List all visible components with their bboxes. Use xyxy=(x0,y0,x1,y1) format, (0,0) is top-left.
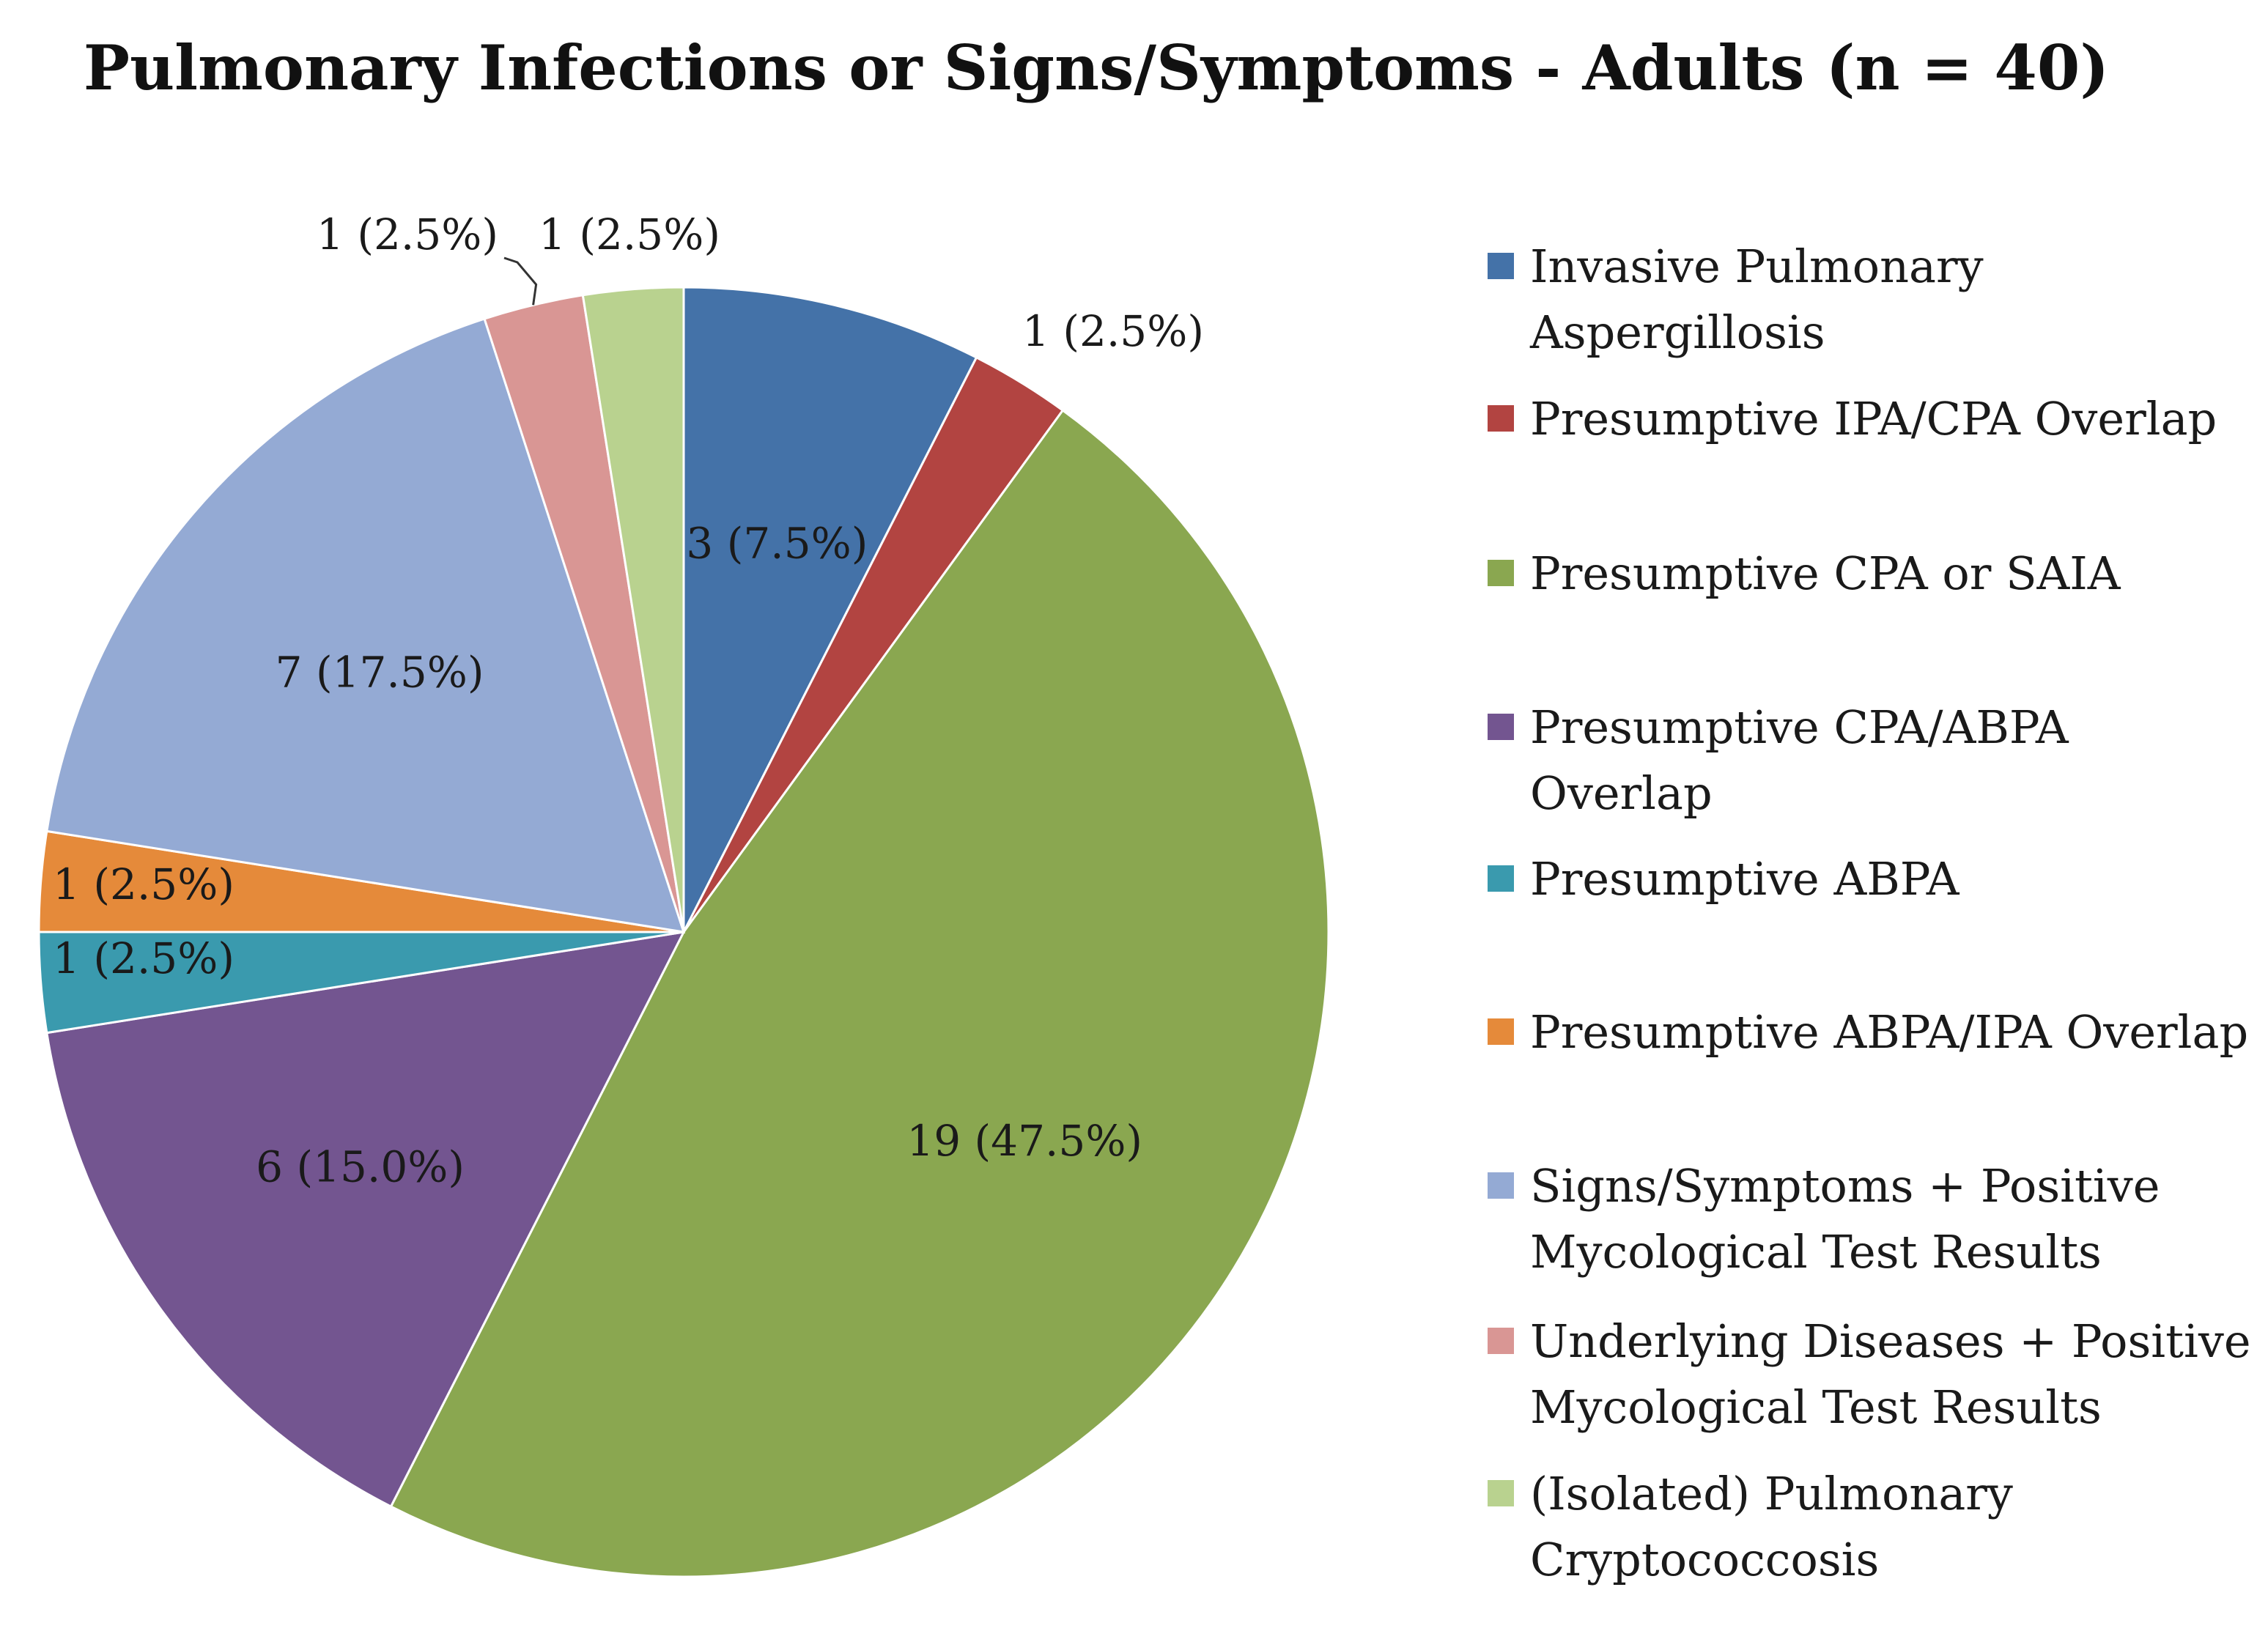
pie-slice xyxy=(45,317,686,933)
legend-label: Presumptive ABPA xyxy=(1530,852,1960,906)
legend-label: Presumptive ABPA/IPA Overlap xyxy=(1530,1005,2248,1059)
legend-swatch xyxy=(1488,253,1514,279)
legend-label: Aspergillosis xyxy=(1529,306,1825,359)
data-label: 19 (47.5%) xyxy=(906,1116,1142,1166)
pie-slice xyxy=(581,286,685,933)
data-label: 6 (15.0%) xyxy=(256,1142,465,1192)
data-label: 1 (2.5%) xyxy=(539,210,720,259)
data-label: 3 (7.5%) xyxy=(686,519,868,569)
legend-swatch xyxy=(1488,1018,1514,1045)
legend-swatch xyxy=(1488,1328,1514,1354)
legend: Invasive Pulmonary Aspergillosis Presumpti… xyxy=(1488,240,2251,1586)
legend-label: Underlying Diseases + Positive xyxy=(1530,1314,2251,1368)
leader-lines xyxy=(503,256,538,306)
pie-slice xyxy=(682,286,978,933)
data-label: 7 (17.5%) xyxy=(276,648,484,698)
legend-swatch xyxy=(1488,865,1514,892)
pie-slice xyxy=(45,931,686,1509)
legend-entry: Presumptive IPA/CPA Overlap xyxy=(1530,392,2217,445)
legend-entry: (Isolated) Pulmonary Cryptococcosis xyxy=(1530,1467,2013,1586)
legend-label: Presumptive CPA or SAIA xyxy=(1530,547,2121,600)
legend-label: Presumptive CPA/ABPA xyxy=(1530,700,2069,754)
legend-swatch xyxy=(1488,714,1514,740)
legend-entry: Underlying Diseases + Positive Mycologica… xyxy=(1530,1314,2251,1434)
data-label: 1 (2.5%) xyxy=(53,933,234,983)
legend-entry: Presumptive CPA or SAIA xyxy=(1530,547,2121,600)
legend-entry: Invasive Pulmonary Aspergillosis xyxy=(1529,240,1984,359)
legend-swatch xyxy=(1488,405,1514,432)
legend-label: Signs/Symptoms + Positive xyxy=(1530,1159,2160,1213)
legend-entry: Signs/Symptoms + Positive Mycological Tes… xyxy=(1530,1159,2160,1279)
legend-swatch xyxy=(1488,560,1514,586)
legend-swatch xyxy=(1488,1480,1514,1506)
legend-entry: Presumptive ABPA xyxy=(1530,852,1960,906)
data-label: 1 (2.5%) xyxy=(1022,306,1204,356)
pie-slices xyxy=(37,286,1330,1578)
legend-label: Overlap xyxy=(1530,766,1713,820)
legend-label: Mycological Test Results xyxy=(1530,1380,2102,1434)
legend-entry: Presumptive CPA/ABPA Overlap xyxy=(1530,700,2069,820)
legend-swatch xyxy=(1488,1172,1514,1199)
pie-slice xyxy=(389,408,1330,1578)
data-label: 1 (2.5%) xyxy=(317,210,498,259)
legend-label: Mycological Test Results xyxy=(1530,1225,2102,1279)
legend-entry: Presumptive ABPA/IPA Overlap xyxy=(1530,1005,2248,1059)
leader-line xyxy=(503,256,538,306)
data-labels: 3 (7.5%) 1 (2.5%) 19 (47.5%) 6 (15.0%) 1 (2.… xyxy=(53,210,1204,1192)
data-label: 1 (2.5%) xyxy=(53,859,234,909)
legend-label: (Isolated) Pulmonary xyxy=(1530,1467,2013,1520)
legend-label: Presumptive IPA/CPA Overlap xyxy=(1530,392,2217,445)
legend-label: Cryptococcosis xyxy=(1530,1533,1879,1586)
legend-label: Invasive Pulmonary xyxy=(1530,240,1984,293)
chart-title: Pulmonary Infections or Signs/Symptoms -… xyxy=(84,32,2109,104)
